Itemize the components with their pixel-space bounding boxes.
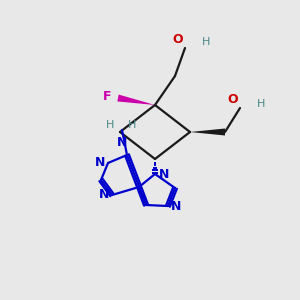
Polygon shape (117, 94, 155, 105)
Text: N: N (94, 157, 105, 169)
Text: O: O (227, 93, 238, 106)
Text: N: N (171, 200, 181, 212)
Text: H: H (106, 120, 114, 130)
Text: N: N (117, 136, 127, 149)
Text: O: O (172, 33, 183, 46)
Text: N: N (99, 188, 109, 202)
Polygon shape (190, 128, 225, 136)
Text: H: H (128, 120, 136, 130)
Text: N: N (159, 167, 169, 181)
Text: H: H (257, 99, 266, 109)
Text: F: F (103, 91, 111, 103)
Text: H: H (202, 37, 210, 47)
